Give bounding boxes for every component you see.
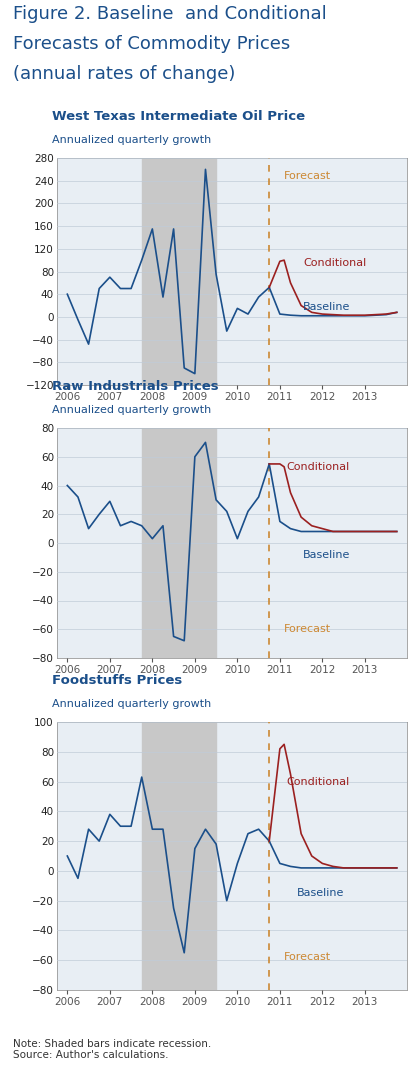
Text: West Texas Intermediate Oil Price: West Texas Intermediate Oil Price [52, 110, 306, 123]
Text: Annualized quarterly growth: Annualized quarterly growth [52, 699, 212, 709]
Text: Forecasts of Commodity Prices: Forecasts of Commodity Prices [13, 35, 290, 53]
Text: Baseline: Baseline [303, 549, 351, 559]
Bar [142, 722, 216, 990]
Text: Figure 2. Baseline  and Conditional: Figure 2. Baseline and Conditional [13, 5, 326, 24]
Text: Conditional: Conditional [303, 258, 367, 268]
Text: Baseline: Baseline [297, 888, 344, 898]
Bar [142, 428, 216, 659]
Text: Forecast: Forecast [284, 952, 331, 962]
Text: (annual rates of change): (annual rates of change) [13, 65, 235, 83]
Text: Conditional: Conditional [286, 462, 349, 471]
Text: Raw Industrials Prices: Raw Industrials Prices [52, 379, 219, 392]
Text: Forecast: Forecast [284, 624, 331, 634]
Text: Annualized quarterly growth: Annualized quarterly growth [52, 405, 212, 415]
Text: Baseline: Baseline [303, 301, 351, 312]
Bar [142, 158, 216, 385]
Text: Conditional: Conditional [286, 776, 349, 787]
Text: Note: Shaded bars indicate recession.
Source: Author's calculations.: Note: Shaded bars indicate recession. So… [13, 1039, 211, 1060]
Text: Foodstuffs Prices: Foodstuffs Prices [52, 673, 183, 686]
Text: Forecast: Forecast [284, 171, 331, 181]
Text: Annualized quarterly growth: Annualized quarterly growth [52, 135, 212, 145]
